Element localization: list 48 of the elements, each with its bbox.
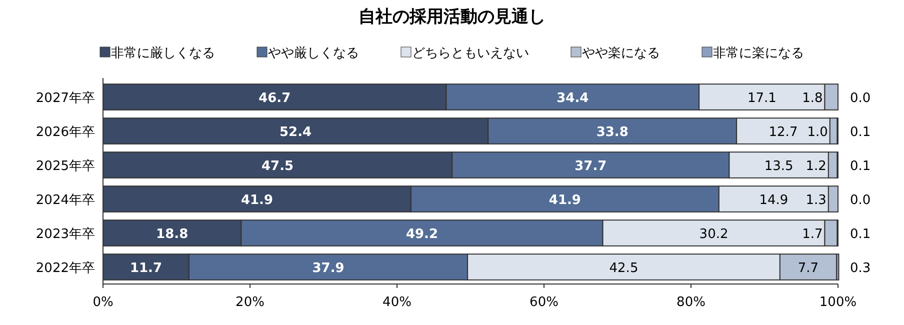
data-label: 1.8 [802, 91, 823, 106]
data-label: 0.1 [850, 227, 871, 242]
legend-label: 非常に楽になる [713, 46, 804, 61]
data-label: 30.2 [699, 227, 728, 242]
legend-label: 非常に厳しくなる [111, 46, 215, 61]
data-label: 14.9 [759, 193, 788, 208]
y-tick-label: 2026年卒 [36, 125, 95, 140]
data-label: 47.5 [262, 159, 294, 174]
data-label: 34.4 [556, 91, 589, 106]
data-label: 33.8 [596, 125, 628, 140]
data-label: 18.8 [156, 227, 188, 242]
data-label: 37.7 [574, 159, 607, 174]
data-label: 0.3 [850, 261, 871, 276]
data-label: 46.7 [258, 91, 291, 106]
data-label: 11.7 [130, 261, 162, 276]
data-label: 52.4 [280, 125, 312, 140]
data-label: 0.1 [850, 125, 871, 140]
x-tick-label: 60% [530, 295, 558, 310]
data-label: 41.9 [548, 193, 581, 208]
x-tick-label: 20% [236, 295, 264, 310]
data-label: 41.9 [240, 193, 274, 208]
chart-title: 自社の採用活動の見通し [358, 7, 546, 27]
data-label: 1.2 [806, 159, 826, 174]
data-label: 12.7 [768, 125, 798, 140]
data-label: 42.5 [609, 261, 638, 276]
data-label: 0.0 [850, 91, 871, 106]
data-label: 0.0 [850, 193, 871, 208]
data-label: 1.3 [806, 193, 826, 208]
x-tick-label: 40% [382, 295, 412, 310]
legend-label: やや厳しくなる [268, 46, 359, 61]
data-label: 13.5 [764, 159, 794, 174]
legend-label: やや楽になる [582, 46, 660, 61]
x-tick-label: 100% [819, 295, 857, 310]
data-label: 37.9 [312, 261, 344, 276]
y-tick-label: 2023年卒 [36, 227, 95, 242]
data-label: 49.2 [406, 227, 438, 242]
data-label: 7.7 [798, 261, 819, 276]
y-tick-label: 2024年卒 [36, 193, 95, 208]
x-tick-label: 0% [92, 295, 114, 310]
y-tick-label: 2022年卒 [36, 261, 95, 276]
data-label: 0.1 [850, 159, 871, 174]
data-label: 17.1 [747, 91, 776, 106]
legend-label: どちらともいえない [412, 46, 529, 61]
data-label: 1.0 [807, 125, 828, 140]
x-tick-label: 80% [676, 295, 706, 310]
y-tick-label: 2027年卒 [36, 91, 95, 106]
data-label: 1.7 [802, 227, 823, 242]
y-tick-label: 2025年卒 [36, 159, 95, 174]
